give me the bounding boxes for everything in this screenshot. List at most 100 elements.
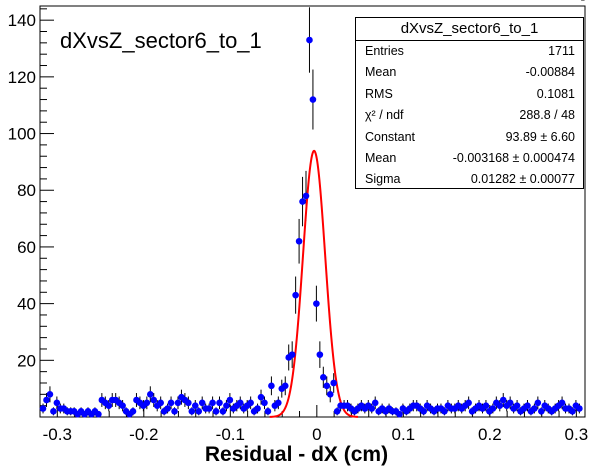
data-point — [323, 382, 331, 390]
stats-box: dXvsZ_sector6_to_1 Entries 1711 Mean -0.… — [355, 17, 584, 189]
data-point — [299, 198, 306, 205]
data-point — [306, 36, 313, 44]
data-point — [205, 405, 213, 412]
y-tick-label: 80 — [17, 181, 36, 200]
x-tick-label: 0.3 — [565, 425, 589, 444]
x-tick-label: -0.3 — [43, 425, 72, 444]
data-point — [164, 405, 171, 412]
x-tick-label: 0.2 — [478, 425, 502, 444]
stats-row-entries: Entries 1711 — [356, 41, 583, 62]
data-point — [254, 405, 261, 412]
stats-label: Sigma — [365, 172, 401, 187]
stats-label: Mean — [365, 150, 397, 165]
data-point — [313, 300, 320, 307]
data-point — [219, 408, 227, 415]
chart-title: dXvsZ_sector6_to_1 — [60, 28, 262, 53]
data-point — [146, 391, 154, 398]
data-point — [46, 391, 54, 398]
data-point — [157, 399, 164, 407]
data-point — [534, 399, 542, 407]
stats-row-mean: Mean -0.00884 — [356, 62, 583, 83]
data-point — [371, 399, 379, 407]
data-point — [499, 396, 507, 404]
data-point — [119, 402, 126, 409]
y-tick-label: 100 — [8, 125, 36, 144]
data-point — [191, 402, 199, 409]
data-point — [223, 402, 230, 409]
x-tick-label: 0.1 — [392, 425, 416, 444]
data-point — [50, 408, 57, 415]
data-point — [143, 399, 151, 407]
tick-labels: -0.3 -0.2 -0.1 0 0.1 0.2 0.3 20 40 60 80 100 120 140 — [8, 11, 589, 444]
data-point — [295, 237, 303, 245]
stats-row-constant: Constant 93.89 ± 6.60 — [356, 127, 583, 148]
stats-value: 288.8 / 48 — [519, 108, 575, 123]
stats-label: Entries — [365, 44, 404, 58]
data-point — [129, 408, 137, 415]
data-point — [465, 399, 472, 407]
x-axis-label: Residual - dX (cm) — [204, 443, 389, 466]
stats-value: 93.89 ± 6.60 — [505, 129, 575, 144]
data-point — [95, 410, 102, 418]
data-point — [531, 405, 538, 412]
data-point — [185, 399, 192, 407]
data-point — [576, 405, 583, 412]
data-point — [167, 399, 175, 407]
data-point — [268, 382, 275, 390]
data-point — [261, 399, 268, 407]
stats-value: 0.01282 ± 0.00077 — [470, 172, 575, 187]
data-point — [195, 408, 203, 415]
data-point — [506, 399, 514, 407]
data-point — [569, 408, 576, 415]
stats-row-chi2: χ² / ndf 288.8 / 48 — [356, 105, 583, 126]
data-point — [482, 402, 490, 409]
data-point — [209, 399, 216, 407]
data-point — [396, 410, 403, 418]
stats-label: RMS — [365, 86, 393, 101]
data-point — [496, 402, 504, 409]
data-point — [53, 399, 61, 407]
y-tick-label: 120 — [8, 68, 36, 87]
stats-label: Constant — [365, 129, 416, 144]
data-point — [288, 351, 296, 358]
y-tick-label: 40 — [17, 295, 36, 314]
data-point — [330, 379, 337, 387]
data-point — [309, 96, 317, 103]
data-point — [174, 399, 182, 407]
data-point — [420, 408, 427, 415]
x-tick-label: -0.1 — [216, 425, 245, 444]
stats-row-sigma: Sigma 0.01282 ± 0.00077 — [356, 169, 583, 190]
data-point — [39, 405, 47, 412]
data-point — [281, 382, 289, 390]
data-point — [292, 291, 299, 299]
data-point — [236, 399, 244, 407]
data-point — [333, 408, 341, 415]
data-point — [558, 399, 566, 407]
stats-value: 0.1081 — [536, 86, 575, 101]
data-point — [441, 408, 448, 415]
data-point — [538, 408, 545, 415]
data-point — [524, 402, 531, 409]
data-point — [198, 399, 206, 407]
data-point — [188, 408, 196, 415]
data-point — [264, 408, 272, 415]
y-tick-label: 60 — [17, 238, 36, 257]
stats-title: dXvsZ_sector6_to_1 — [356, 18, 583, 41]
stats-row-fit-mean: Mean -0.003168 ± 0.000474 — [356, 148, 583, 169]
stats-row-rms: RMS 0.1081 — [356, 84, 583, 105]
x-tick-label: 0 — [312, 425, 321, 444]
data-point — [320, 374, 327, 381]
data-point — [275, 399, 282, 407]
data-point — [257, 393, 265, 401]
data-point — [326, 391, 334, 398]
data-point — [171, 408, 178, 415]
data-point — [247, 399, 254, 407]
data-point — [302, 192, 310, 200]
data-point — [368, 405, 376, 412]
data-point — [513, 402, 521, 409]
stats-value: -0.00884 — [525, 65, 575, 80]
y-tick-label: 20 — [17, 351, 36, 370]
stats-label: Mean — [365, 65, 397, 80]
data-point — [150, 396, 158, 404]
data-point — [216, 399, 223, 407]
